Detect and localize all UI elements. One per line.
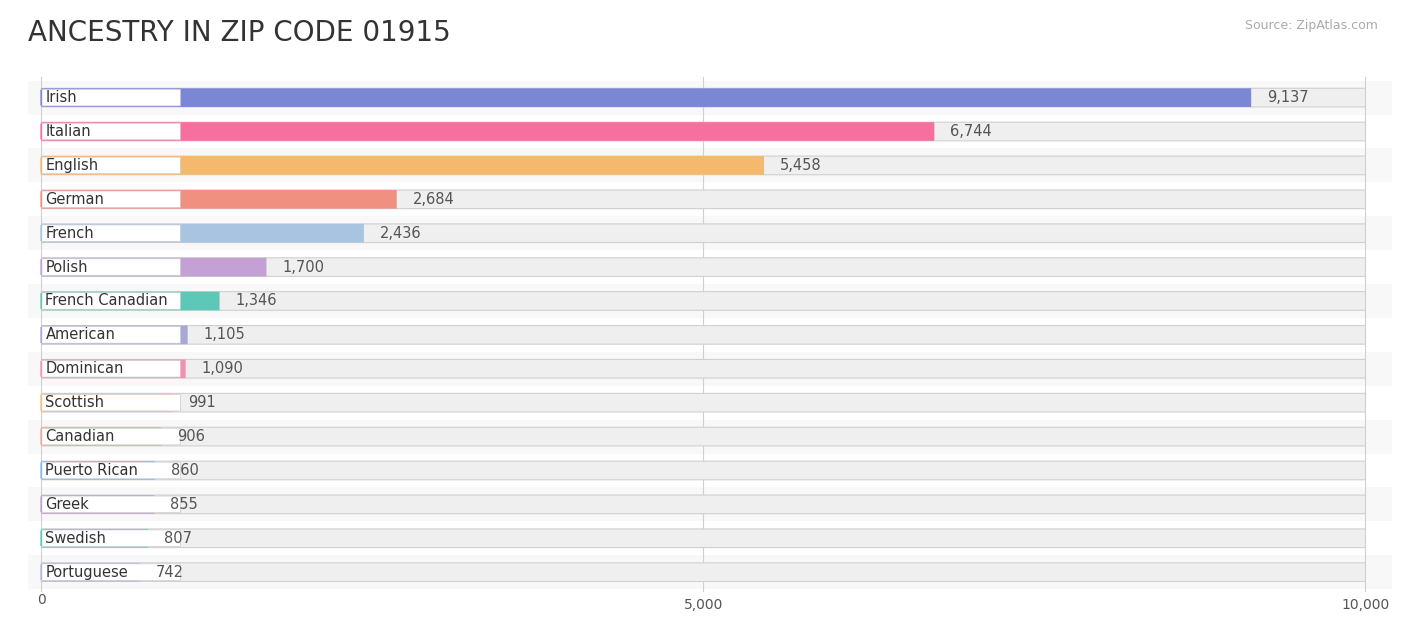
FancyBboxPatch shape xyxy=(41,123,180,140)
Bar xyxy=(0,420,1406,453)
FancyBboxPatch shape xyxy=(41,258,267,276)
Bar xyxy=(0,453,1406,488)
FancyBboxPatch shape xyxy=(41,90,180,106)
Bar xyxy=(0,386,1406,420)
Bar xyxy=(0,115,1406,149)
Bar xyxy=(0,555,1406,589)
FancyBboxPatch shape xyxy=(41,122,1365,141)
Text: German: German xyxy=(45,192,104,207)
Text: 906: 906 xyxy=(177,429,205,444)
FancyBboxPatch shape xyxy=(41,462,180,478)
Bar xyxy=(0,488,1406,521)
FancyBboxPatch shape xyxy=(41,427,1365,446)
Text: 5,458: 5,458 xyxy=(780,158,821,173)
FancyBboxPatch shape xyxy=(41,259,180,276)
FancyBboxPatch shape xyxy=(41,563,1365,582)
Text: French Canadian: French Canadian xyxy=(45,294,169,308)
Text: 860: 860 xyxy=(172,463,200,478)
Bar xyxy=(0,216,1406,250)
Bar xyxy=(0,80,1406,115)
Text: Dominican: Dominican xyxy=(45,361,124,376)
FancyBboxPatch shape xyxy=(41,191,180,207)
FancyBboxPatch shape xyxy=(41,529,1365,547)
FancyBboxPatch shape xyxy=(41,495,155,514)
Bar xyxy=(0,318,1406,352)
FancyBboxPatch shape xyxy=(41,564,180,580)
Text: 1,346: 1,346 xyxy=(235,294,277,308)
Text: 991: 991 xyxy=(188,395,217,410)
FancyBboxPatch shape xyxy=(41,225,180,242)
FancyBboxPatch shape xyxy=(41,428,180,445)
Text: 9,137: 9,137 xyxy=(1267,90,1309,105)
FancyBboxPatch shape xyxy=(41,122,935,141)
FancyBboxPatch shape xyxy=(41,157,180,174)
Text: French: French xyxy=(45,225,94,241)
Text: American: American xyxy=(45,327,115,343)
Text: Source: ZipAtlas.com: Source: ZipAtlas.com xyxy=(1244,19,1378,32)
FancyBboxPatch shape xyxy=(41,359,1365,378)
FancyBboxPatch shape xyxy=(41,88,1251,107)
Text: 0: 0 xyxy=(37,593,46,607)
FancyBboxPatch shape xyxy=(41,563,139,582)
Text: 1,105: 1,105 xyxy=(204,327,245,343)
Text: Canadian: Canadian xyxy=(45,429,115,444)
Text: 6,744: 6,744 xyxy=(950,124,993,139)
FancyBboxPatch shape xyxy=(41,292,180,309)
FancyBboxPatch shape xyxy=(41,156,1365,175)
Text: 1,700: 1,700 xyxy=(283,260,325,274)
Bar xyxy=(0,149,1406,182)
FancyBboxPatch shape xyxy=(41,461,1365,480)
Bar xyxy=(0,250,1406,284)
FancyBboxPatch shape xyxy=(41,495,1365,514)
Text: 2,436: 2,436 xyxy=(380,225,422,241)
Bar xyxy=(0,284,1406,318)
FancyBboxPatch shape xyxy=(41,292,1365,310)
FancyBboxPatch shape xyxy=(41,393,173,412)
Bar xyxy=(0,182,1406,216)
FancyBboxPatch shape xyxy=(41,327,180,343)
Text: ANCESTRY IN ZIP CODE 01915: ANCESTRY IN ZIP CODE 01915 xyxy=(28,19,451,47)
Text: English: English xyxy=(45,158,98,173)
FancyBboxPatch shape xyxy=(41,359,186,378)
Text: Puerto Rican: Puerto Rican xyxy=(45,463,138,478)
FancyBboxPatch shape xyxy=(41,190,396,209)
Text: Portuguese: Portuguese xyxy=(45,565,128,580)
FancyBboxPatch shape xyxy=(41,292,219,310)
FancyBboxPatch shape xyxy=(41,461,155,480)
FancyBboxPatch shape xyxy=(41,258,1365,276)
FancyBboxPatch shape xyxy=(41,224,1365,243)
Text: Irish: Irish xyxy=(45,90,77,105)
Text: Greek: Greek xyxy=(45,497,89,512)
Text: 742: 742 xyxy=(156,565,184,580)
FancyBboxPatch shape xyxy=(41,530,180,547)
FancyBboxPatch shape xyxy=(41,88,1365,107)
FancyBboxPatch shape xyxy=(41,190,1365,209)
FancyBboxPatch shape xyxy=(41,496,180,513)
FancyBboxPatch shape xyxy=(41,394,180,411)
Text: Swedish: Swedish xyxy=(45,531,107,545)
FancyBboxPatch shape xyxy=(41,156,763,175)
FancyBboxPatch shape xyxy=(41,393,1365,412)
FancyBboxPatch shape xyxy=(41,361,180,377)
FancyBboxPatch shape xyxy=(41,529,148,547)
FancyBboxPatch shape xyxy=(41,326,1365,344)
Text: 2,684: 2,684 xyxy=(412,192,454,207)
Text: Italian: Italian xyxy=(45,124,91,139)
Text: 807: 807 xyxy=(165,531,193,545)
FancyBboxPatch shape xyxy=(41,326,187,344)
Text: 855: 855 xyxy=(170,497,198,512)
Text: 1,090: 1,090 xyxy=(201,361,243,376)
FancyBboxPatch shape xyxy=(41,427,162,446)
Text: Polish: Polish xyxy=(45,260,89,274)
Bar xyxy=(0,521,1406,555)
Bar xyxy=(0,352,1406,386)
Text: Scottish: Scottish xyxy=(45,395,104,410)
FancyBboxPatch shape xyxy=(41,224,364,243)
